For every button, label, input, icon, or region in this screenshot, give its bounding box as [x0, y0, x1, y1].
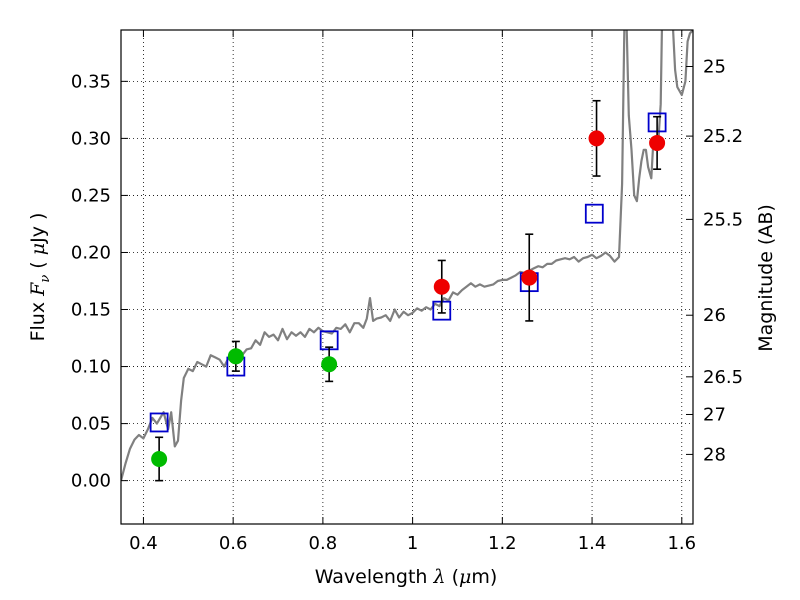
y-axis-label: Flux Fν ( μJy ) [27, 213, 53, 342]
marker-layer [149, 99, 667, 482]
x-tick-label: 1.4 [578, 533, 607, 554]
data-point [433, 278, 450, 295]
x-tick-label: 0.6 [219, 533, 248, 554]
y2-axis-label: Magnitude (AB) [755, 204, 777, 352]
data-point [588, 130, 605, 147]
x-tick-label: 1 [407, 533, 418, 554]
y-tick-label: 0.05 [71, 414, 111, 435]
data-point [151, 450, 168, 467]
y-tick-label: 0.10 [71, 357, 111, 378]
mag-tick-label: 28 [703, 444, 726, 465]
plot-frame [120, 29, 694, 525]
data-point [649, 134, 666, 151]
x-tick-label: 1.2 [488, 533, 517, 554]
y-tick-label: 0.30 [71, 128, 111, 149]
y-tick-label: 0.25 [71, 185, 111, 206]
data-point [227, 348, 244, 365]
mag-tick-label: 25.2 [703, 126, 743, 147]
mag-tick-label: 25.5 [703, 209, 743, 230]
model-square-marker [584, 203, 604, 224]
x-tick-label: 1.6 [667, 533, 696, 554]
y-tick-label: 0.20 [71, 242, 111, 263]
x-axis-label: Wavelength λ (μm) [315, 566, 498, 588]
tick-labels: 0.4 0.6 0.8 1 1.2 1.4 1.6 0.00 0.05 0.10 0.15 0.20 0… [71, 57, 743, 554]
spectrum-layer [121, 30, 693, 481]
model-square-marker [149, 412, 169, 433]
mag-tick-label: 26 [703, 305, 726, 326]
y-tick-label: 0.15 [71, 300, 111, 321]
data-point [321, 356, 338, 373]
y-tick-label: 0.00 [71, 471, 111, 492]
mag-tick-label: 25 [703, 57, 726, 78]
mag-tick-label: 26.5 [703, 367, 743, 388]
y-tick-label: 0.35 [71, 71, 111, 92]
data-point [521, 269, 538, 286]
x-tick-label: 0.4 [129, 533, 158, 554]
mag-tick-label: 27 [703, 404, 726, 425]
x-tick-label: 0.8 [309, 533, 338, 554]
axes [120, 29, 694, 525]
spectrum-line [121, 30, 693, 481]
